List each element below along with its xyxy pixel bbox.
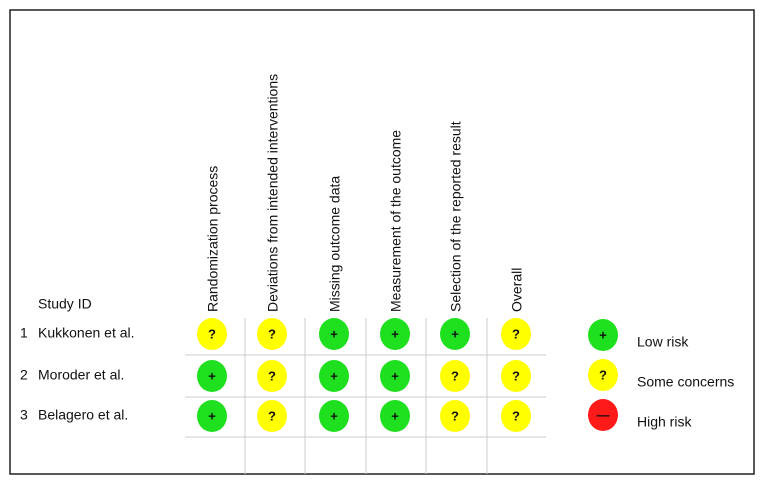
column-header: Randomization process — [205, 166, 221, 312]
row-number: 2 — [20, 367, 28, 383]
study-name: Kukkonen et al. — [38, 325, 135, 341]
legend-circle — [588, 359, 618, 391]
legend-symbol: — — [597, 407, 610, 422]
column-header: Overall — [509, 268, 525, 312]
judgement-symbol: ? — [268, 408, 276, 423]
judgement-symbol: ? — [268, 368, 276, 383]
column-header: Measurement of the outcome — [388, 130, 404, 312]
judgement-circle — [440, 400, 470, 432]
judgement-symbol: + — [391, 408, 399, 423]
judgement-symbol: + — [208, 408, 216, 423]
judgement-circle — [380, 318, 410, 350]
study-name: Belagero et al. — [38, 407, 128, 423]
judgement-symbol: ? — [451, 368, 459, 383]
judgement-circle — [257, 400, 287, 432]
judgement-symbol: + — [208, 368, 216, 383]
legend-symbol: + — [599, 327, 607, 342]
judgement-circle — [380, 360, 410, 392]
study-name: Moroder et al. — [38, 367, 124, 383]
judgement-circle — [257, 360, 287, 392]
judgement-circle — [440, 318, 470, 350]
judgement-circle — [380, 400, 410, 432]
judgement-circle — [197, 400, 227, 432]
judgement-circle — [197, 318, 227, 350]
column-header: Deviations from intended interventions — [265, 74, 281, 312]
study-id-header: Study ID — [38, 296, 92, 312]
judgement-circle — [319, 318, 349, 350]
legend-label: Low risk — [637, 334, 689, 350]
legend-label: High risk — [637, 414, 692, 430]
judgement-symbol: ? — [451, 408, 459, 423]
legend-symbol: ? — [599, 367, 607, 382]
judgement-circle — [440, 360, 470, 392]
column-header: Missing outcome data — [327, 176, 343, 312]
judgement-circle — [197, 360, 227, 392]
judgement-symbol: + — [330, 408, 338, 423]
legend-circle — [588, 399, 618, 431]
column-header: Selection of the reported result — [448, 121, 464, 312]
judgement-circle — [319, 400, 349, 432]
judgement-symbol: + — [391, 368, 399, 383]
judgement-circle — [501, 318, 531, 350]
row-number: 3 — [20, 407, 28, 423]
judgement-symbol: + — [330, 368, 338, 383]
judgement-symbol: ? — [208, 326, 216, 341]
judgement-symbol: + — [330, 326, 338, 341]
judgement-circle — [501, 400, 531, 432]
judgement-circle — [319, 360, 349, 392]
judgement-circle — [501, 360, 531, 392]
legend-label: Some concerns — [637, 374, 734, 390]
row-number: 1 — [20, 325, 28, 341]
judgement-symbol: + — [391, 326, 399, 341]
judgement-symbol: ? — [512, 408, 520, 423]
judgement-symbol: + — [451, 326, 459, 341]
legend-circle — [588, 319, 618, 351]
judgement-symbol: ? — [512, 368, 520, 383]
judgement-circle — [257, 318, 287, 350]
judgement-symbol: ? — [512, 326, 520, 341]
frame — [9, 9, 755, 475]
judgement-symbol: ? — [268, 326, 276, 341]
